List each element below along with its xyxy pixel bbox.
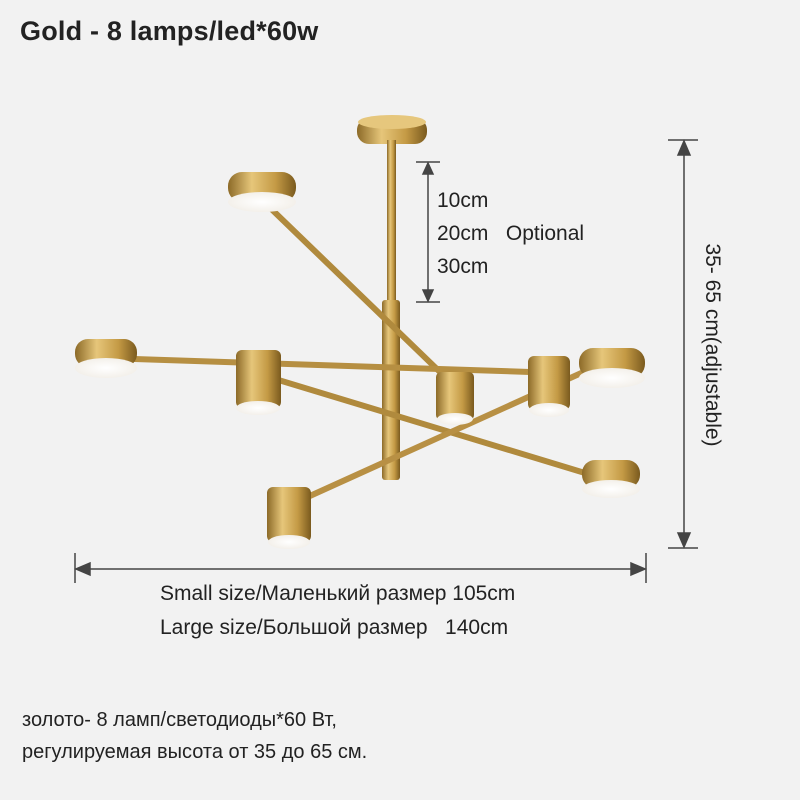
lamp-disc	[75, 339, 137, 378]
drop-option-10cm: 10cm	[437, 189, 489, 212]
lamp-disc	[582, 460, 640, 498]
description-line-1: золото- 8 ламп/светодиоды*60 Вт,	[22, 709, 337, 731]
drop-option-30cm: 30cm	[437, 255, 489, 278]
lamp-cylinder	[528, 356, 570, 417]
width-dimension-arrow	[74, 553, 647, 583]
ceiling-canopy	[357, 115, 427, 144]
lamp-cylinder	[236, 350, 281, 415]
lamp-cylinder	[436, 372, 474, 425]
lamp-disc	[228, 172, 296, 212]
small-size-label: Small size/Маленький размер 105cm	[160, 582, 516, 605]
central-rod	[387, 140, 396, 305]
drop-option-20cm: 20cm Optional	[437, 222, 585, 245]
large-size-label: Large size/Большой размер 140cm	[160, 616, 509, 639]
product-title: Gold - 8 lamps/led*60w	[20, 16, 319, 46]
lamp-cylinder	[267, 487, 311, 549]
height-dimension-arrow	[668, 139, 698, 549]
height-label: 35- 65 cm(adjustable)	[701, 243, 724, 447]
drop-length-arrow	[416, 161, 440, 303]
central-column	[382, 300, 400, 480]
description-line-2: регулируемая высота от 35 до 65 см.	[22, 741, 368, 763]
lamp-disc	[579, 348, 645, 388]
